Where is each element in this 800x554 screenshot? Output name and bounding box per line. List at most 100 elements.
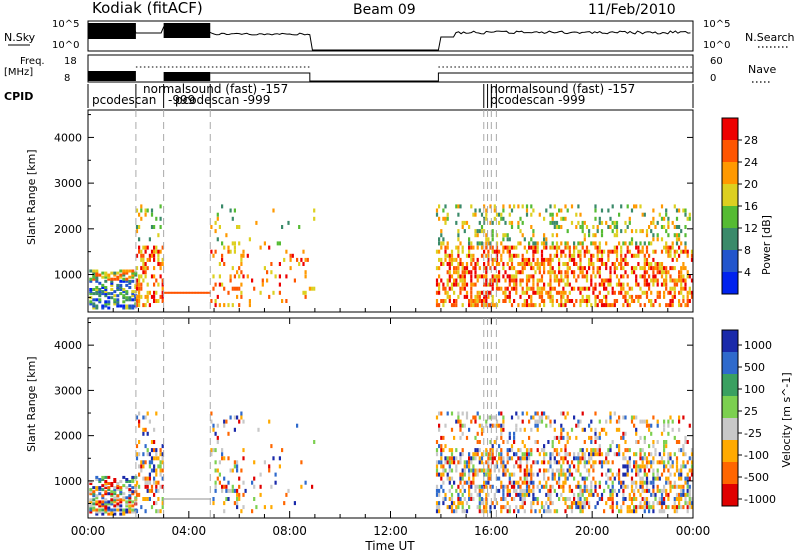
velocity-echo [175,498,178,500]
velocity-echo [515,460,518,465]
power-echo [663,294,666,299]
power-echo [461,266,464,271]
power-echo [485,253,488,258]
power-echo [648,299,651,303]
power-echo [263,241,266,246]
velocity-echo [560,468,563,473]
power-echo [457,253,460,258]
velocity-echo [113,480,117,483]
velocity-echo [476,452,479,457]
power-colorbar-tick-label: 20 [744,178,758,191]
power-echo [134,296,138,300]
power-echo [648,286,651,291]
power-echo [216,237,219,242]
velocity-echo [596,501,599,506]
power-echo [510,278,514,283]
velocity-echo [667,419,670,424]
velocity-echo [502,492,505,497]
power-echo [135,294,139,299]
velocity-echo [207,498,210,500]
velocity-echo [270,484,273,489]
velocity-echo [547,497,550,501]
velocity-echo [551,452,554,457]
velocity-echo [489,484,492,489]
power-echo [489,282,492,287]
power-echo [684,233,687,238]
velocity-echo [585,497,589,501]
power-echo [104,292,108,296]
power-echo [155,278,158,283]
power-echo [549,257,552,262]
power-echo [506,294,509,299]
power-echo [686,290,689,295]
velocity-echo [543,452,546,457]
power-echo [463,220,466,225]
power-echo [146,282,149,287]
power-colorbar-segment [722,228,738,251]
power-echo [225,233,228,238]
velocity-echo [654,476,657,481]
velocity-echo [547,468,550,473]
velocity-echo [161,476,164,481]
velocity-echo [489,423,492,428]
power-echo [551,286,554,291]
power-echo [186,291,189,294]
velocity-echo [212,448,215,453]
velocity-echo [236,497,239,501]
velocity-echo [656,484,659,489]
velocity-echo [238,492,241,497]
velocity-echo [161,497,164,501]
velocity-echo [502,488,505,493]
power-echo [673,282,676,287]
power-echo [598,270,601,275]
velocity-echo [506,488,509,493]
velocity-echo [212,497,215,501]
velocity-echo [244,488,247,493]
velocity-echo [489,505,492,510]
power-echo [673,286,676,291]
velocity-panel-background [88,318,693,518]
velocity-echo [221,488,224,493]
power-echo [485,245,488,250]
power-echo [592,262,595,266]
power-echo [261,282,264,287]
velocity-echo [478,505,481,510]
velocity-echo [517,484,520,489]
velocity-echo [585,488,589,493]
velocity-echo [680,448,683,453]
velocity-echo [144,460,147,465]
velocity-echo [448,488,451,493]
velocity-echo [238,497,241,501]
velocity-echo [500,411,503,416]
power-echo [122,304,126,308]
velocity-echo [590,492,593,497]
velocity-echo [122,492,126,496]
velocity-echo [536,484,539,489]
power-echo [92,275,96,279]
velocity-echo [540,501,544,506]
power-echo [172,291,175,294]
velocity-echo [448,505,451,510]
power-echo [212,286,215,291]
velocity-echo [611,440,614,444]
power-echo [555,274,559,279]
power-echo [174,291,177,294]
power-echo [495,303,499,308]
power-echo [281,225,284,229]
power-echo [101,306,105,310]
power-echo [675,257,679,262]
velocity-echo [688,456,691,461]
velocity-echo [500,452,503,457]
power-echo [669,299,672,303]
velocity-echo [515,488,518,493]
power-echo [603,303,606,308]
power-colorbar-segment [722,184,738,207]
velocity-echo [468,452,471,457]
velocity-echo [673,484,676,489]
velocity-echo [594,440,597,444]
velocity-echo [551,472,554,477]
power-echo [110,281,114,285]
velocity-echo [528,419,531,424]
velocity-echo [652,505,655,510]
power-echo [483,262,486,266]
